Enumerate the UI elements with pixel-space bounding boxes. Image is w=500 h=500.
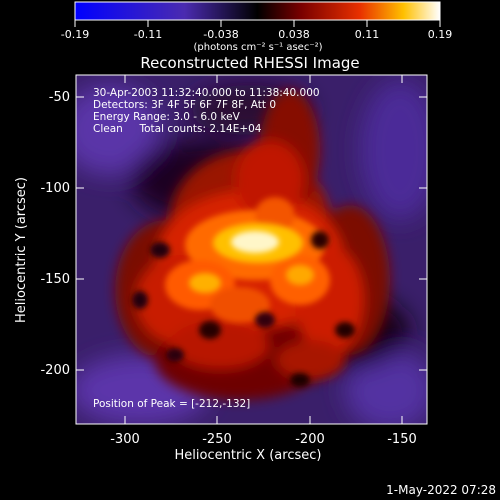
y-tick-label: -200 <box>40 363 70 378</box>
info-line: Detectors: 3F 4F 5F 6F 7F 8F, Att 0 <box>93 99 276 111</box>
y-axis-ticks <box>76 96 427 371</box>
x-axis-label: Heliocentric X (arcsec) <box>175 448 322 463</box>
x-tick-label: -300 <box>110 432 140 447</box>
y-tick-label: -150 <box>40 272 70 287</box>
colorbar-tick-label: 0.11 <box>355 28 380 41</box>
plot-title: Reconstructed RHESSI Image <box>140 54 359 72</box>
info-line: Clean Total counts: 2.14E+04 <box>93 123 262 135</box>
info-block: 30-Apr-2003 11:32:40.000 to 11:38:40.000… <box>93 87 320 135</box>
x-tick-label: -200 <box>295 432 325 447</box>
x-tick-label: -250 <box>202 432 232 447</box>
colorbar-tick-label: 0.19 <box>428 28 453 41</box>
colorbar <box>74 1 441 21</box>
colorbar-tick-label: -0.19 <box>61 28 89 41</box>
y-tick-label: -50 <box>49 90 70 105</box>
colorbar-tick-label: -0.11 <box>134 28 162 41</box>
rhessi-image <box>76 75 427 424</box>
plot-frame <box>75 74 428 425</box>
y-tick-label: -100 <box>40 181 70 196</box>
timestamp: 1-May-2022 07:28 <box>386 483 496 497</box>
info-line: 30-Apr-2003 11:32:40.000 to 11:38:40.000 <box>93 87 320 99</box>
x-axis-ticks <box>124 75 403 424</box>
x-tick-label: -150 <box>387 432 417 447</box>
colorbar-tick-label: -0.038 <box>203 28 238 41</box>
peak-position-label: Position of Peak = [-212,-132] <box>93 398 250 410</box>
info-line: Energy Range: 3.0 - 6.0 keV <box>93 111 241 123</box>
colorbar-units: (photons cm⁻² s⁻¹ asec⁻²) <box>193 42 322 53</box>
colorbar-ticks <box>74 20 441 27</box>
y-axis-label: Heliocentric Y (arcsec) <box>14 177 29 323</box>
colorbar-tick-label: 0.038 <box>278 28 310 41</box>
